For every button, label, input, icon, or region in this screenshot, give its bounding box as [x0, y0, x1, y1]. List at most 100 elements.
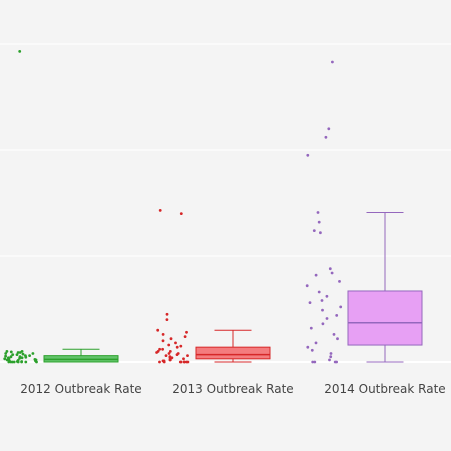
data-point — [306, 153, 310, 157]
data-point — [155, 351, 159, 354]
data-point — [165, 312, 169, 316]
data-point — [156, 328, 160, 332]
data-point — [167, 343, 171, 347]
data-point — [174, 341, 177, 345]
data-point — [327, 127, 331, 131]
data-point — [162, 360, 166, 364]
data-point — [170, 356, 174, 360]
data-point — [158, 347, 162, 351]
data-point — [15, 353, 19, 356]
data-point — [325, 317, 329, 320]
data-point — [185, 330, 188, 334]
data-point — [164, 354, 168, 357]
data-point — [328, 358, 331, 362]
data-point — [309, 326, 313, 330]
data-point — [321, 322, 325, 326]
data-point — [158, 209, 162, 212]
data-point — [7, 360, 11, 364]
data-point — [161, 333, 165, 336]
data-point — [3, 357, 7, 361]
data-point — [20, 360, 23, 364]
data-point — [179, 344, 183, 348]
data-point — [165, 318, 169, 321]
data-point — [321, 308, 324, 312]
data-point — [310, 348, 314, 352]
data-point — [320, 299, 324, 302]
data-point — [186, 354, 189, 357]
data-point — [5, 358, 9, 362]
data-point — [11, 353, 15, 356]
data-point — [158, 360, 161, 364]
data-point — [331, 60, 334, 64]
data-point — [182, 360, 186, 364]
data-point — [9, 360, 13, 364]
data-point — [18, 356, 21, 360]
data-point — [167, 352, 171, 355]
data-point — [330, 271, 334, 275]
data-point — [16, 351, 20, 354]
data-point — [332, 333, 336, 336]
box-iqr — [347, 290, 423, 346]
data-point — [306, 345, 310, 349]
data-point — [16, 360, 20, 364]
box-traces — [3, 50, 423, 364]
data-point — [338, 280, 341, 283]
data-point — [161, 347, 165, 351]
data-point — [28, 354, 31, 357]
data-point — [314, 341, 318, 345]
data-point — [314, 273, 318, 277]
data-point — [18, 351, 22, 354]
data-point — [9, 355, 13, 359]
data-point — [12, 360, 16, 364]
data-point — [339, 305, 343, 309]
data-point — [5, 350, 9, 353]
data-point — [20, 356, 24, 360]
data-point — [317, 290, 321, 294]
data-point — [161, 339, 165, 343]
data-point — [313, 360, 317, 364]
x-tick-label-2013: 2013 Outbreak Rate — [172, 382, 293, 396]
data-point — [316, 211, 320, 214]
data-point — [311, 360, 315, 364]
data-point — [179, 212, 183, 216]
data-point — [4, 352, 8, 355]
data-point — [168, 358, 172, 362]
data-point — [179, 360, 183, 364]
data-point — [335, 314, 339, 317]
data-point — [317, 220, 321, 224]
data-point — [312, 229, 316, 233]
data-point — [168, 356, 172, 360]
data-point — [168, 350, 172, 353]
data-point — [325, 294, 329, 298]
data-point — [175, 345, 179, 349]
data-point — [175, 353, 179, 356]
data-point — [35, 360, 38, 364]
data-point — [185, 360, 188, 364]
data-point — [329, 352, 333, 355]
data-point — [182, 357, 185, 361]
data-point — [183, 335, 187, 338]
data-point — [329, 355, 333, 359]
box-iqr — [195, 346, 271, 360]
data-point — [9, 350, 13, 354]
data-point — [18, 50, 22, 53]
data-point — [324, 135, 328, 139]
data-point — [319, 231, 322, 235]
data-point — [336, 337, 339, 341]
box-trace-1 — [3, 50, 119, 364]
data-point — [169, 337, 173, 341]
box-trace-3 — [305, 60, 423, 364]
box-trace-2 — [155, 209, 271, 364]
data-point — [31, 352, 35, 355]
x-axis-tick-labels: 2012 Outbreak Rate 2013 Outbreak Rate 20… — [20, 382, 445, 396]
data-point — [333, 360, 337, 364]
x-tick-label-2014: 2014 Outbreak Rate — [324, 382, 445, 396]
data-point — [4, 354, 7, 358]
data-point — [24, 360, 28, 364]
data-point — [308, 301, 312, 304]
data-point — [305, 284, 309, 288]
data-point — [21, 352, 25, 356]
data-point — [24, 355, 28, 359]
